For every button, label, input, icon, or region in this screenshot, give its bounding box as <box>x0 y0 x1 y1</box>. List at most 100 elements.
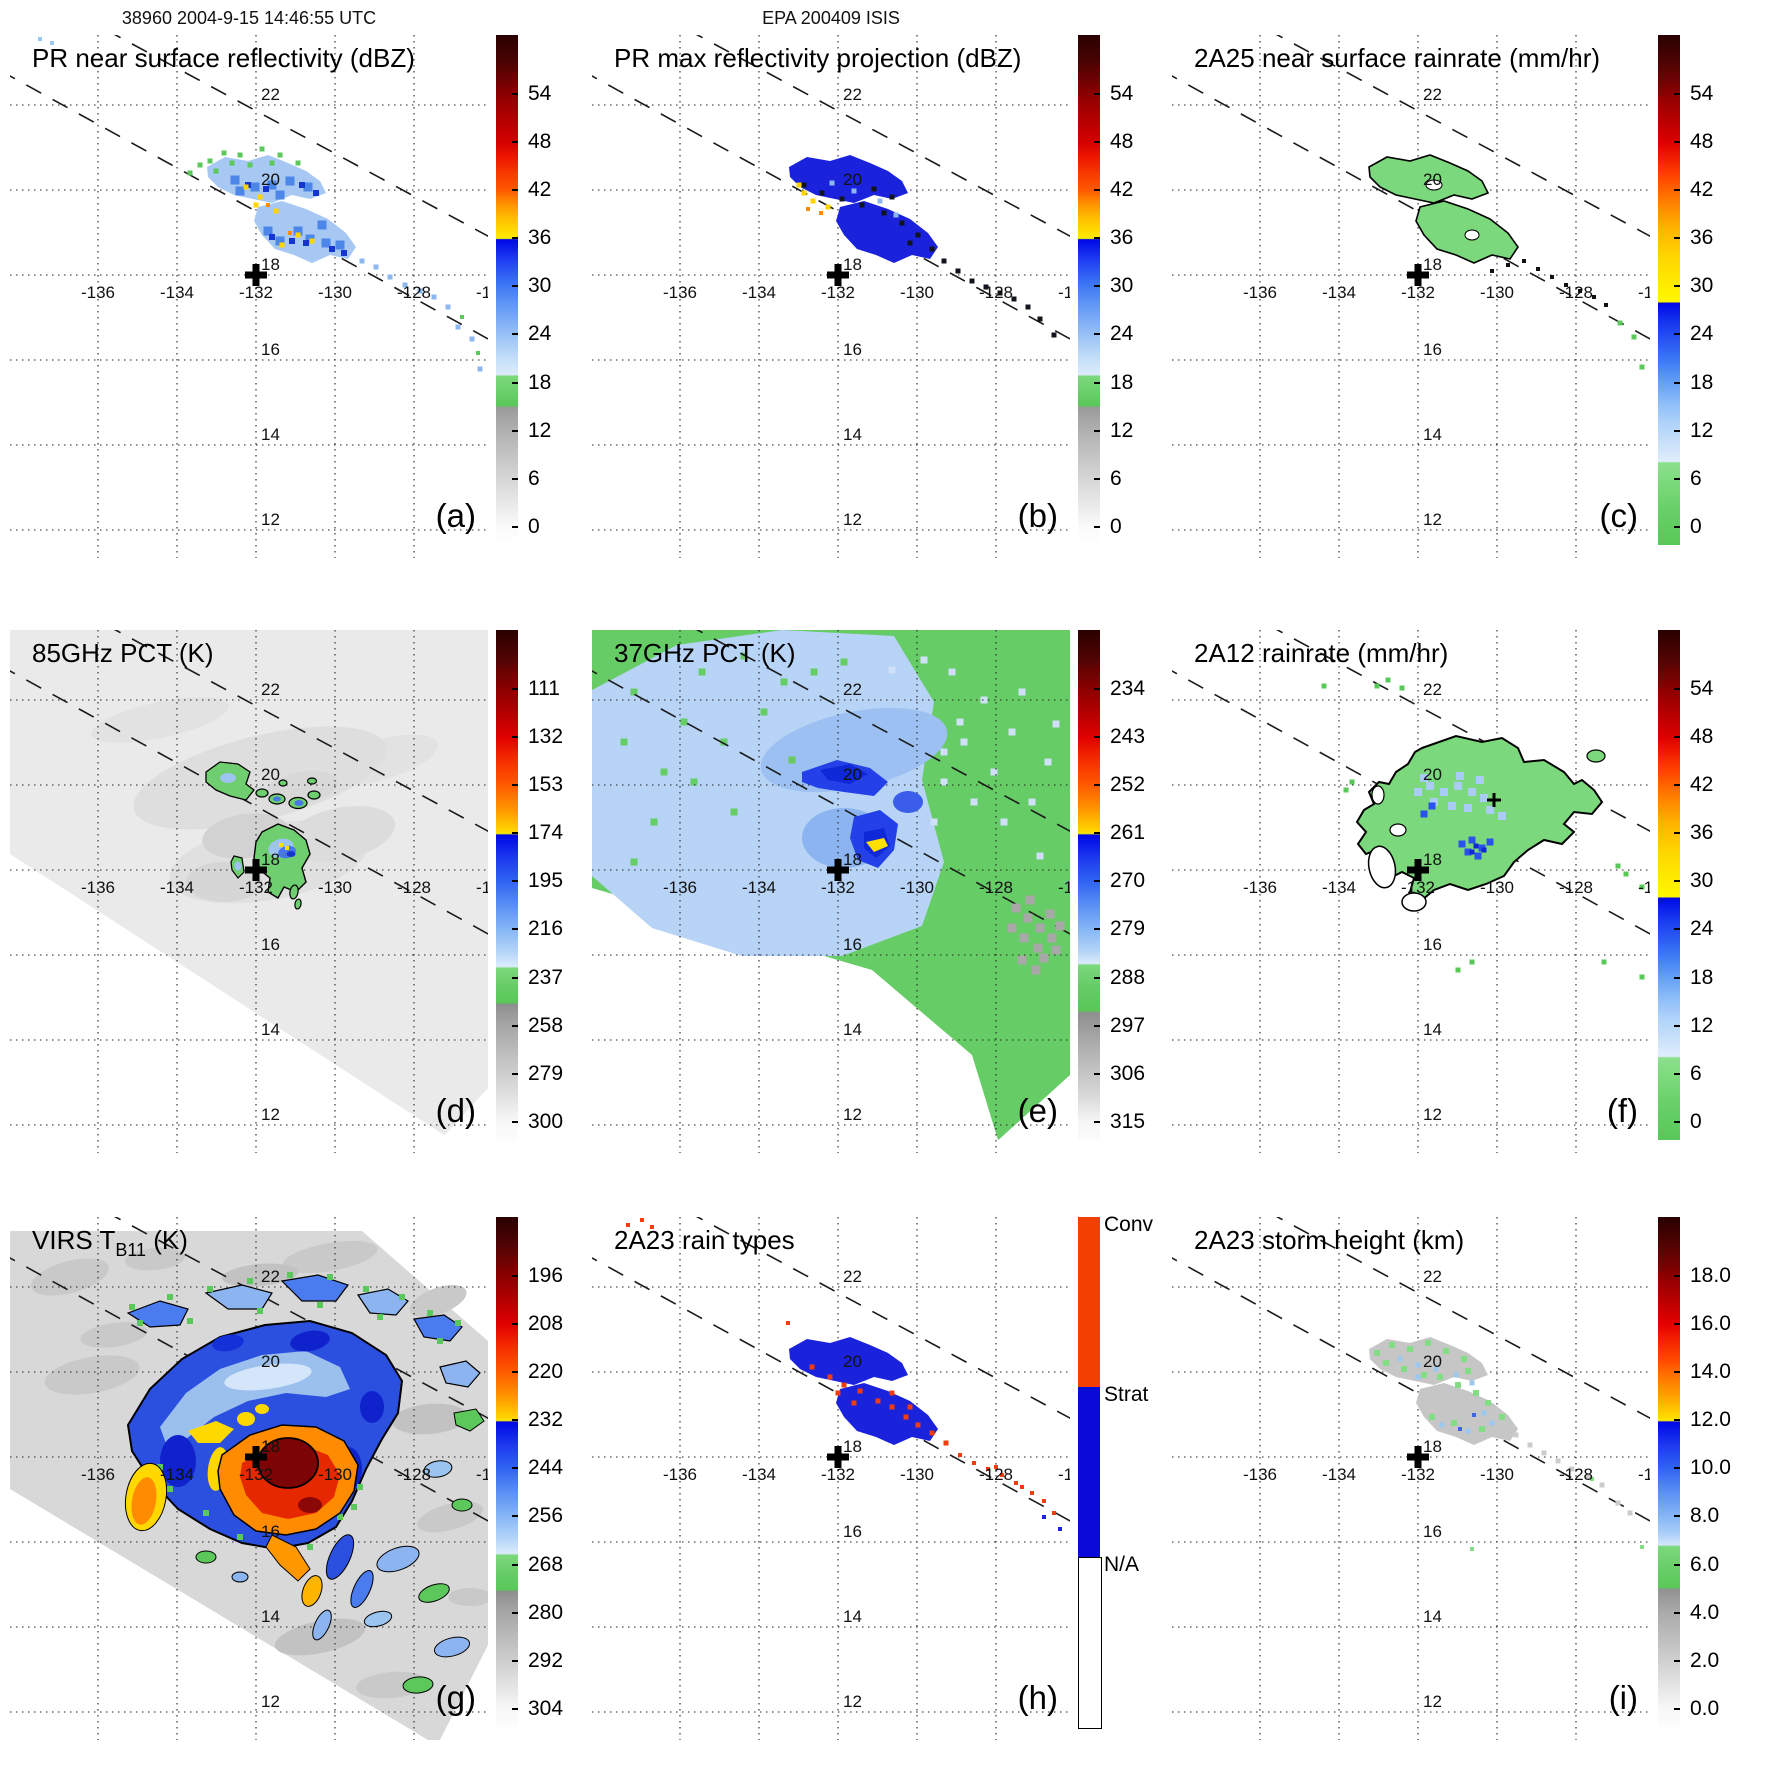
colorbar-tick-mark <box>1094 140 1100 143</box>
colorbar-tick-mark <box>512 735 518 738</box>
lon-label: -134 <box>1322 878 1356 897</box>
colorbar-segment-strat <box>1078 1387 1100 1557</box>
panel-title-d: 85GHz PCT (K) <box>32 638 214 668</box>
lon-label: -132 <box>1401 283 1435 302</box>
colorbar-tick-mark <box>512 1419 518 1422</box>
axis-labels: -136 -134 -132 -130 -128 -126 22 20 18 16 14 12 <box>663 1267 1070 1711</box>
lat-label: 12 <box>1423 510 1442 529</box>
panel-title-e: 37GHz PCT (K) <box>614 638 796 668</box>
colorbar-tick-mark <box>1674 1563 1680 1566</box>
colorbar-tick-label: 0 <box>528 515 540 539</box>
colorbar-tick-mark <box>1094 1024 1100 1027</box>
lon-label: -134 <box>1322 1465 1356 1484</box>
lat-label: 22 <box>1423 85 1442 104</box>
lon-label: -128 <box>979 878 1013 897</box>
colorbar-tick-mark <box>512 188 518 191</box>
colorbar-tick-label: 220 <box>528 1359 564 1383</box>
colorbar-tick-mark <box>1094 188 1100 191</box>
lon-label: -126 <box>476 283 488 302</box>
colorbar-segment-conv <box>1078 1217 1100 1387</box>
lat-label: 16 <box>843 935 862 954</box>
lon-label: -128 <box>1559 1465 1593 1484</box>
colorbar-tick-label: 14.0 <box>1690 1359 1731 1383</box>
colorbar-tick-label: 216 <box>528 917 564 941</box>
colorbar-tick-label: 18 <box>1110 370 1134 394</box>
lat-label: 16 <box>261 935 280 954</box>
lon-label: -126 <box>1638 878 1650 897</box>
colorbar-tick-mark <box>1674 783 1680 786</box>
colorbar-tick-label: 36 <box>528 226 552 250</box>
colorbar-tick-mark <box>512 976 518 979</box>
colorbar-tick-mark <box>1674 333 1680 336</box>
colorbar-tick-mark <box>1674 526 1680 529</box>
colorbar-tick-mark <box>1674 1419 1680 1422</box>
panel-letter-a: (a) <box>436 497 476 534</box>
lon-label: -126 <box>1058 1465 1070 1484</box>
axis-labels: -136 -134 -132 -130 -128 -126 22 20 18 16 14 12 <box>81 85 488 529</box>
lon-label: -136 <box>1243 283 1277 302</box>
lon-label: -126 <box>1638 1465 1650 1484</box>
colorbar-gradient <box>1658 35 1680 545</box>
axis-labels: -136 -134 -132 -130 -128 -126 22 20 18 16 14 12 <box>81 1267 488 1711</box>
colorbar-tick-mark <box>512 1708 518 1711</box>
lat-label: 20 <box>261 170 280 189</box>
colorbar-i: 18.0 16.0 14.0 12.0 10.0 8.0 6.0 4.0 2.0 0.0 <box>1658 1217 1771 1740</box>
lon-label: -134 <box>160 1465 194 1484</box>
colorbar-tick-label: 48 <box>1110 129 1134 153</box>
colorbar-tick-mark <box>1094 783 1100 786</box>
colorbar-tick-label: 12 <box>1110 418 1134 442</box>
colorbar-tick-mark <box>1674 1274 1680 1277</box>
lat-label: 12 <box>261 1692 280 1711</box>
panel-title-h: 2A23 rain types <box>614 1225 795 1255</box>
colorbar-tick-label: 42 <box>1110 177 1134 201</box>
colorbar-tick-label: 306 <box>1110 1061 1146 1085</box>
colorbar-tick-mark <box>512 333 518 336</box>
colorbar-tick-label: 300 <box>528 1110 564 1134</box>
lat-label: 16 <box>1423 340 1442 359</box>
colorbar-tick-label: 30 <box>1690 274 1714 298</box>
lon-label: -128 <box>979 1465 1013 1484</box>
colorbar-segment-label: N/A <box>1104 1553 1140 1576</box>
colorbar-gradient <box>496 630 518 1140</box>
colorbar-tick-label: 6.0 <box>1690 1552 1720 1576</box>
colorbar-tick-mark <box>1674 237 1680 240</box>
lat-label: 18 <box>843 255 862 274</box>
lat-label: 20 <box>261 1352 280 1371</box>
colorbar-tick-label: 16.0 <box>1690 1311 1731 1335</box>
colorbar-tick-label: 208 <box>528 1311 564 1335</box>
colorbar-tick-mark <box>512 1659 518 1662</box>
colorbar-tick-label: 195 <box>528 869 564 893</box>
map-e: -136 -134 -132 -130 -128 -126 22 20 18 16 14 12 37GH… <box>592 630 1070 1153</box>
lon-label: -126 <box>1638 283 1650 302</box>
lat-label: 14 <box>261 1607 280 1626</box>
lat-label: 14 <box>1423 1607 1442 1626</box>
colorbar-tick-label: 54 <box>1690 81 1714 105</box>
panel-c: -136 -134 -132 -130 -128 -126 22 20 18 16 14 12 2A25… <box>1172 35 1771 558</box>
lon-label: -134 <box>742 878 776 897</box>
colorbar-tick-label: 234 <box>1110 676 1146 700</box>
colorbar-tick-label: 304 <box>528 1697 564 1721</box>
colorbar-tick-label: 12 <box>528 418 552 442</box>
colorbar-tick-mark <box>512 687 518 690</box>
colorbar-tick-label: 18 <box>1690 965 1714 989</box>
colorbar-tick-mark <box>512 92 518 95</box>
lon-label: -134 <box>742 1465 776 1484</box>
map-g: -136 -134 -132 -130 -128 -126 22 20 18 16 14 12 VIRS… <box>10 1217 488 1740</box>
lat-label: 18 <box>261 255 280 274</box>
map-c: -136 -134 -132 -130 -128 -126 22 20 18 16 14 12 2A25… <box>1172 35 1650 558</box>
lon-label: -134 <box>1322 283 1356 302</box>
colorbar-tick-label: 36 <box>1690 226 1714 250</box>
colorbar-tick-mark <box>1674 832 1680 835</box>
lon-label: -130 <box>900 878 934 897</box>
colorbar-tick-label: 42 <box>1690 177 1714 201</box>
colorbar-tick-label: 48 <box>528 129 552 153</box>
colorbar-tick-mark <box>1094 429 1100 432</box>
lon-label: -130 <box>318 283 352 302</box>
colorbar-tick-label: 270 <box>1110 869 1146 893</box>
lon-label: -130 <box>318 1465 352 1484</box>
lon-label: -132 <box>821 1465 855 1484</box>
swath-edge-lines <box>592 1217 1070 1522</box>
lon-label: -130 <box>1480 1465 1514 1484</box>
axis-labels: -136 -134 -132 -130 -128 -126 22 20 18 16 14 12 <box>663 85 1070 529</box>
lon-label: -128 <box>397 878 431 897</box>
